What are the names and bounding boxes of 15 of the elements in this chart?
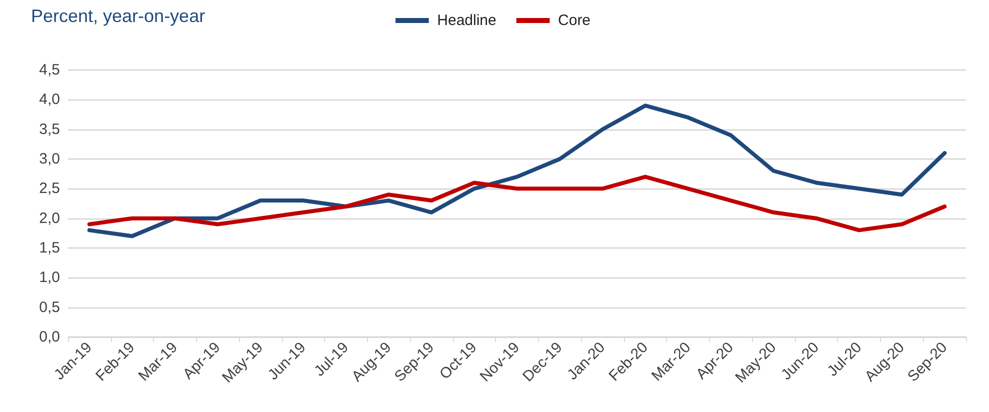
line-series xyxy=(87,104,947,238)
y-tick-label: 0,0 xyxy=(39,328,60,346)
y-tick-label: 4,5 xyxy=(39,62,60,78)
y-tick-label: 1,5 xyxy=(39,240,60,256)
y-tick-label: 2,0 xyxy=(39,210,60,227)
y-axis-title: Percent, year-on-year xyxy=(31,6,206,26)
legend-label: Headline xyxy=(437,12,496,29)
y-tick-label: 0,5 xyxy=(39,298,60,316)
y-tick-label: 1,0 xyxy=(39,269,60,286)
line-series xyxy=(87,174,947,232)
legend-label: Core xyxy=(558,12,591,29)
y-tick-label: 3,5 xyxy=(39,120,60,138)
y-tick-label: 2,5 xyxy=(39,180,60,198)
y-tick-label: 3,0 xyxy=(39,150,60,168)
y-tick-label: 4,0 xyxy=(39,91,60,108)
